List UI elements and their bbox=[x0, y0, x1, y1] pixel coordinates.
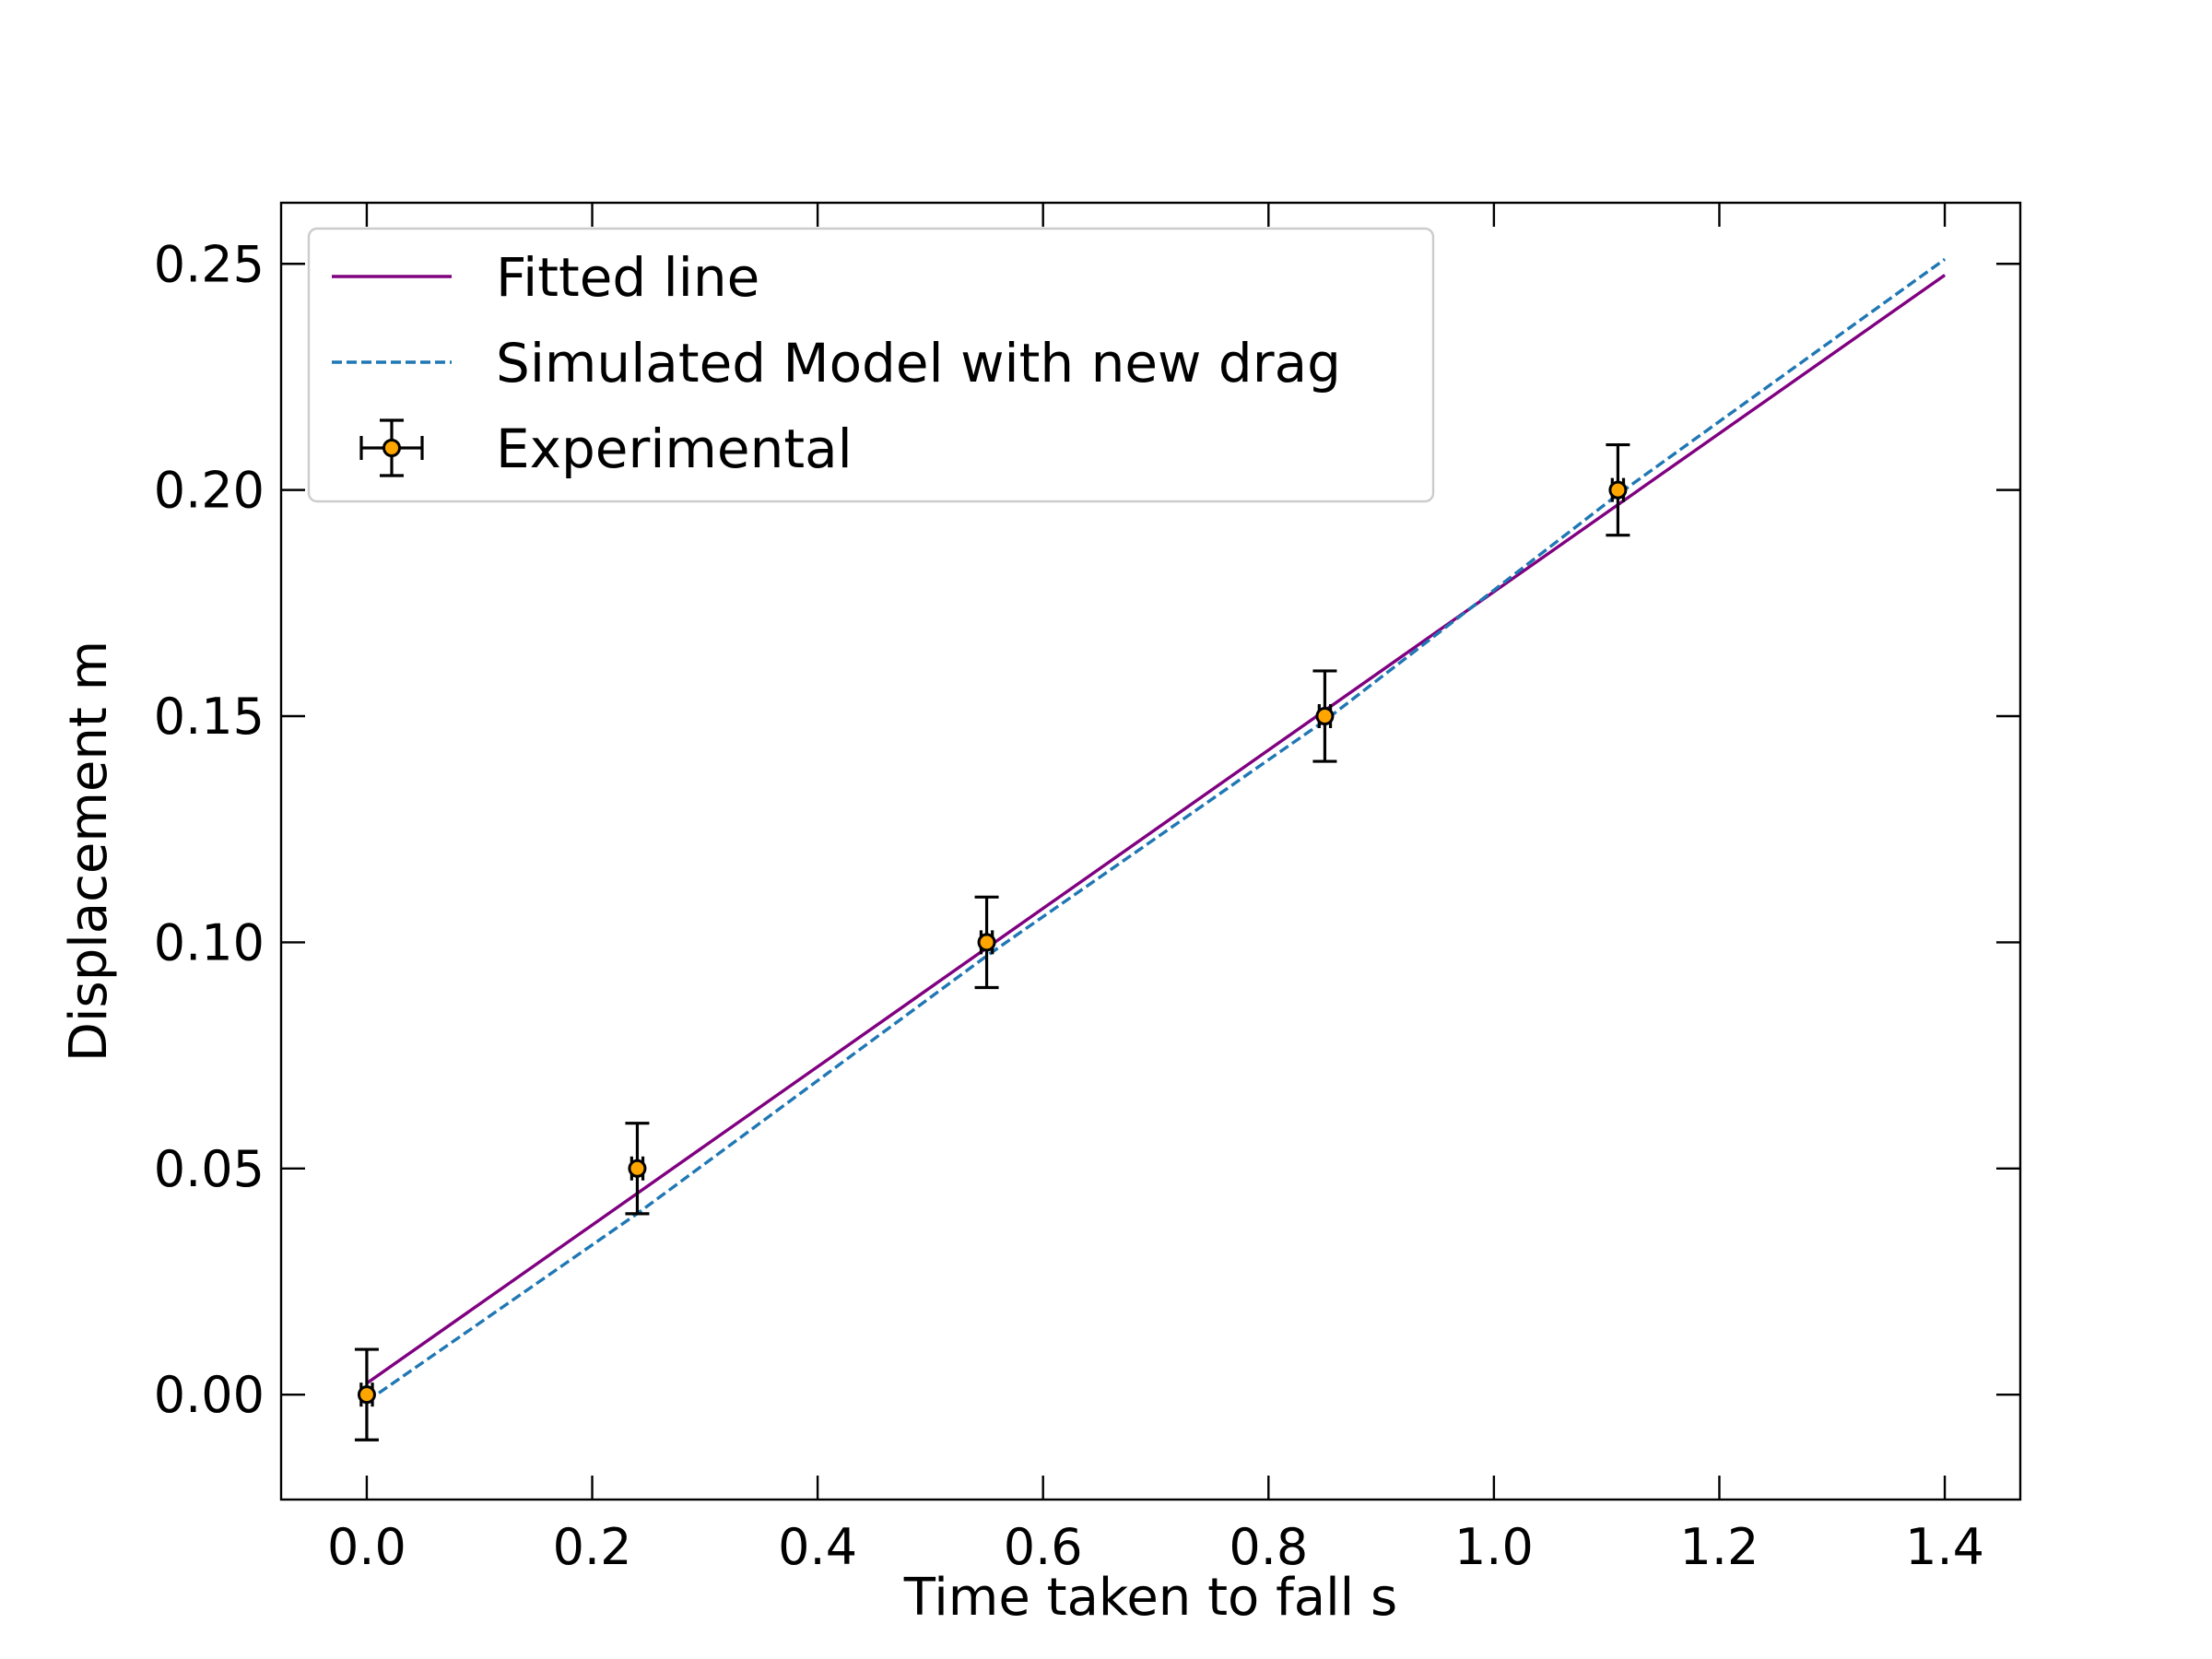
legend-label: Experimental bbox=[496, 418, 853, 480]
data-marker bbox=[357, 1385, 376, 1405]
data-marker bbox=[1315, 707, 1335, 726]
y-axis-label: Displacement m bbox=[59, 641, 119, 1062]
y-tick-label: 0.00 bbox=[154, 1366, 265, 1424]
x-tick-label: 1.2 bbox=[1680, 1518, 1759, 1576]
y-tick-label: 0.15 bbox=[154, 688, 265, 746]
data-point-4 bbox=[1606, 442, 1630, 537]
legend-entry-1: Simulated Model with new drag bbox=[332, 332, 1341, 394]
series-line-1 bbox=[365, 257, 1947, 1403]
x-tick-label: 0.8 bbox=[1229, 1518, 1308, 1576]
plot-frame bbox=[279, 201, 2022, 1501]
axes: 0.0 0.2 0.4 0.6 0.8 1.0 1.2 1.4 0.00 0.05 0.10 0.15… bbox=[59, 201, 2022, 1628]
data-point-0 bbox=[354, 1347, 379, 1441]
legend-entry-2: Experimental bbox=[359, 418, 853, 480]
x-tick-label: 0.2 bbox=[553, 1518, 632, 1576]
y-tick-label: 0.25 bbox=[154, 235, 265, 293]
data-marker bbox=[628, 1159, 647, 1178]
data-marker bbox=[977, 933, 996, 952]
data-point-3 bbox=[1312, 669, 1337, 763]
x-axis-label: Time taken to fall s bbox=[903, 1568, 1397, 1628]
x-tick-label: 0.6 bbox=[1004, 1518, 1083, 1576]
legend-label: Simulated Model with new drag bbox=[496, 332, 1341, 394]
series-line-0 bbox=[365, 274, 1947, 1385]
plot-area bbox=[354, 257, 1947, 1441]
legend-box bbox=[307, 227, 1435, 503]
x-tick-label: 0.0 bbox=[327, 1518, 406, 1576]
legend-label: Fitted line bbox=[496, 246, 759, 309]
x-tick-label: 0.4 bbox=[778, 1518, 857, 1576]
y-tick-label: 0.10 bbox=[154, 913, 265, 971]
x-tick-label: 1.4 bbox=[1905, 1518, 1984, 1576]
series-group bbox=[354, 257, 1947, 1441]
legend-swatch-marker bbox=[382, 439, 401, 457]
y-tick-label: 0.20 bbox=[154, 462, 265, 520]
y-tick-label: 0.05 bbox=[154, 1140, 265, 1198]
data-marker bbox=[1608, 480, 1628, 500]
x-tick-label: 1.0 bbox=[1454, 1518, 1534, 1576]
legend-entry-0: Fitted line bbox=[332, 246, 759, 309]
data-point-2 bbox=[974, 895, 999, 990]
data-point-1 bbox=[625, 1122, 650, 1216]
legend: Fitted line Simulated Model with new drag… bbox=[307, 227, 1435, 503]
